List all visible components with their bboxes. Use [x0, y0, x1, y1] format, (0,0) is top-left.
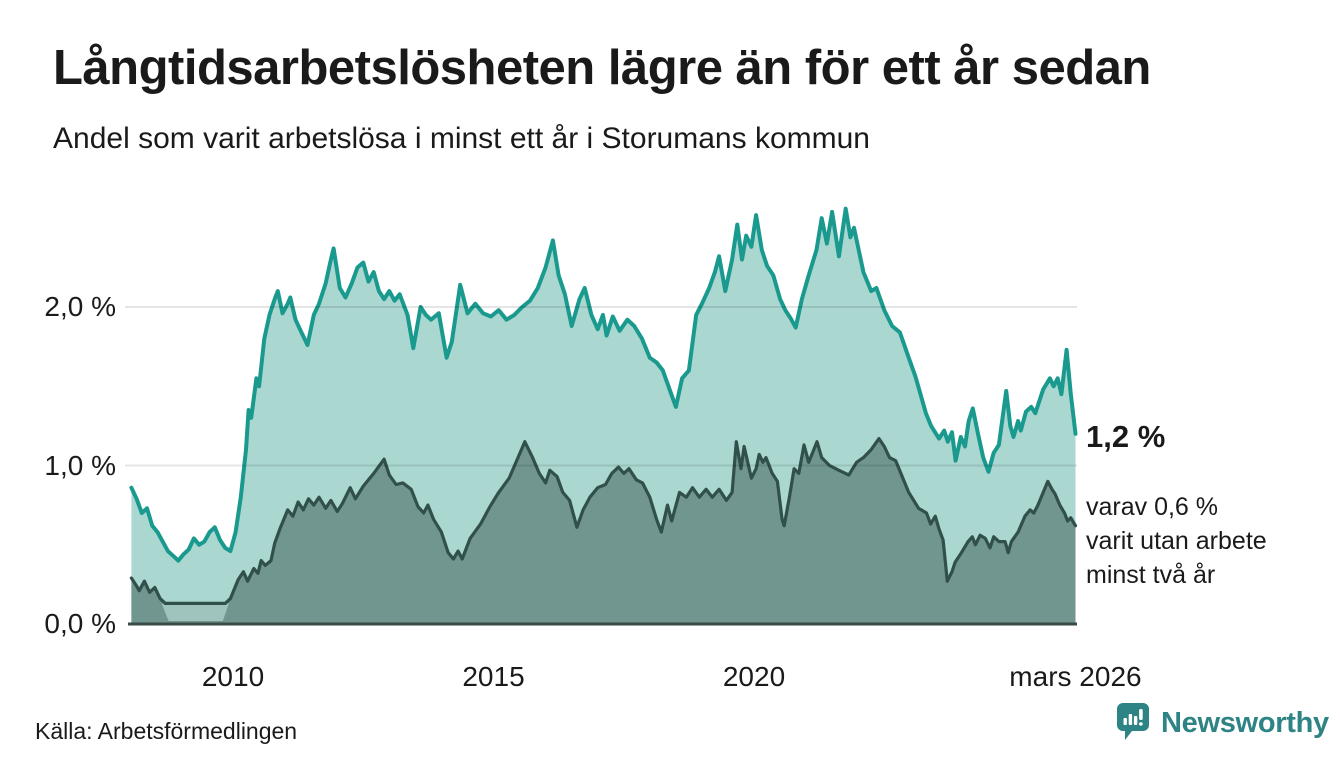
newsworthy-logo-text: Newsworthy: [1161, 706, 1329, 739]
x-tick-label: 2010: [201, 661, 265, 692]
x-tick-label: 2020: [722, 661, 786, 692]
x-tick-label: 2015: [462, 661, 525, 692]
secondary-note-line3: minst två år: [1086, 561, 1216, 589]
secondary-note-line1: varav 0,6 %: [1086, 493, 1219, 521]
x-tick-label: mars 2026: [1009, 661, 1142, 692]
y-tick-label: 0,0 %: [44, 608, 116, 639]
secondary-note-line2: varit utan arbete: [1086, 527, 1267, 555]
newsworthy-logo-icon: [1117, 703, 1149, 740]
y-tick-label: 1,0 %: [44, 449, 116, 481]
latest-value-label: 1,2 %: [1086, 419, 1166, 454]
source-attribution: Källa: Arbetsförmedlingen: [35, 718, 298, 744]
secondary-note: varav 0,6 % varit utan arbete minst två …: [1086, 490, 1267, 592]
newsworthy-logo: Newsworthy: [1116, 702, 1329, 744]
y-tick-label: 2,0 %: [44, 291, 116, 322]
chart-subtitle: Andel som varit arbetslösa i minst ett å…: [53, 122, 870, 155]
page-title: Långtidsarbetslösheten lägre än för ett …: [53, 41, 1151, 95]
